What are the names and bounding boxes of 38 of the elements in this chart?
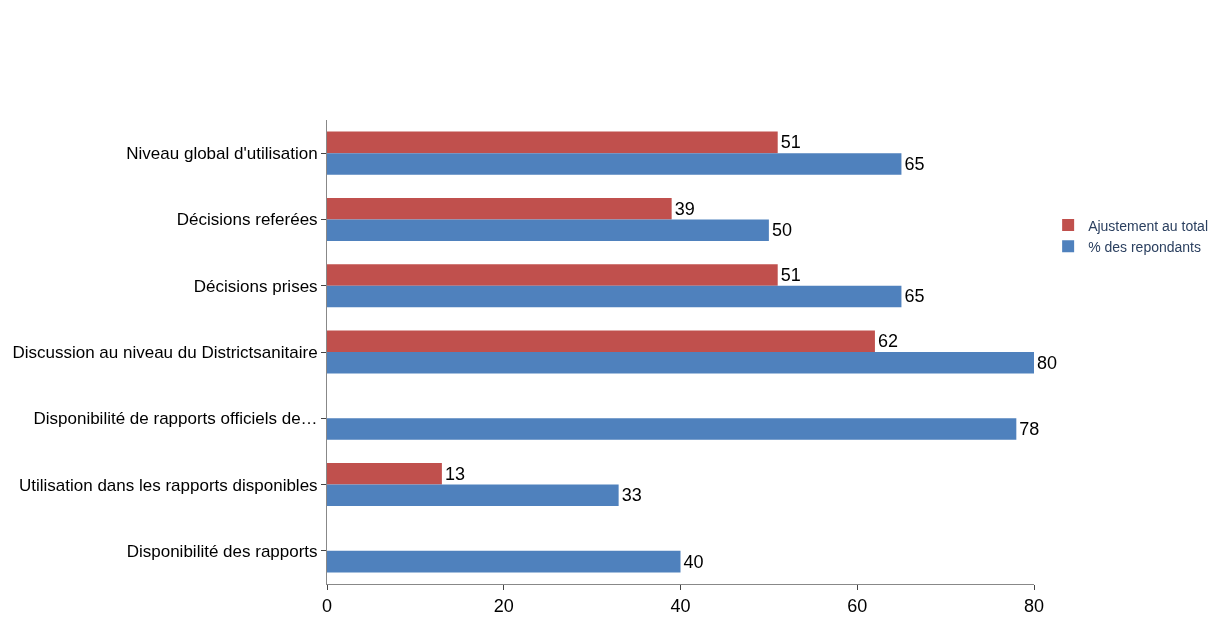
x-tick-label: 80 <box>1023 595 1045 616</box>
bar <box>327 131 778 154</box>
bar <box>327 352 1034 374</box>
legend-label: Ajustement au total <box>1088 217 1208 234</box>
data-label: 39 <box>674 198 695 219</box>
y-tick-label: Disponibilité de rapports officiels de… <box>33 409 318 429</box>
bar <box>327 285 902 308</box>
data-label: 51 <box>780 264 801 285</box>
y-tick-label: Utilisation dans les rapports disponibles <box>18 475 318 495</box>
x-tick-label: 40 <box>670 595 691 616</box>
data-label: 13 <box>444 463 465 484</box>
bar <box>327 330 875 352</box>
bar <box>327 463 442 485</box>
data-label: 62 <box>877 331 898 352</box>
bar <box>327 550 681 573</box>
bar <box>327 197 672 220</box>
bar <box>327 418 1017 440</box>
data-label: 51 <box>780 132 801 153</box>
bar <box>327 153 902 175</box>
data-label: 65 <box>904 286 925 307</box>
y-tick-label: Décisions referées <box>176 210 318 230</box>
data-label: 33 <box>621 485 642 506</box>
bar <box>327 219 769 241</box>
bar <box>327 264 778 286</box>
y-tick-label: Disponibilité des rapports <box>126 541 318 561</box>
data-label: 65 <box>904 153 925 174</box>
y-tick-label: Niveau global d'utilisation <box>126 144 318 164</box>
x-tick-label: 60 <box>847 595 868 616</box>
data-label: 80 <box>1037 352 1058 373</box>
data-label: 40 <box>683 551 704 572</box>
x-tick-label: 20 <box>493 595 514 616</box>
data-label: 50 <box>771 220 792 241</box>
bar <box>327 484 619 507</box>
y-tick-label: Discussion au niveau du Districtsanitaire <box>12 342 318 362</box>
legend-label: % des repondants <box>1088 238 1201 255</box>
y-tick-label: Décisions prises <box>193 276 318 296</box>
data-label: 78 <box>1019 419 1040 440</box>
x-tick-label: 0 <box>321 595 333 616</box>
